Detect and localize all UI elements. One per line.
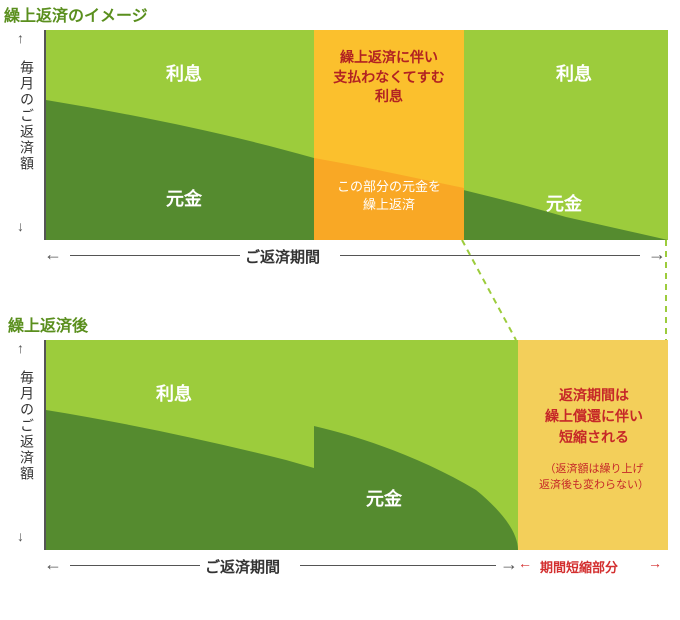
chart2-y-label: 毎月のご返済額 <box>17 370 37 482</box>
chart2-x-label: ご返済期間 <box>205 556 280 577</box>
chart1-title: 繰上返済のイメージ <box>0 0 680 32</box>
chart1-mid-bottom-text: この部分の元金を 繰上返済 <box>316 178 462 214</box>
chart2-x-line-left <box>70 565 200 566</box>
chart1-y-label: 毎月のご返済額 <box>17 60 37 172</box>
chart2-x-line-right <box>300 565 496 566</box>
chart2-side-text: 返済期間は 繰上償還に伴い 短縮される <box>524 385 664 448</box>
chart1-y-arrow-up: ↑ <box>17 30 24 46</box>
chart2-x-label-red: 期間短縮部分 <box>540 557 618 576</box>
chart1-principal-right-label: 元金 <box>546 190 582 216</box>
chart2-side-sub-text: （返済額は繰り上げ 返済後も変わらない） <box>524 460 664 492</box>
chart1-box: 利息 元金 利息 元金 繰上返済に伴い 支払わなくてすむ 利息 この部分の元金を… <box>44 30 666 240</box>
chart1-x-arrow-left: ← <box>44 244 62 265</box>
chart2-x-arrow-left: ← <box>44 554 62 575</box>
chart2-y-arrow-up: ↑ <box>17 340 24 356</box>
chart2-box: 利息 元金 返済期間は 繰上償還に伴い 短縮される （返済額は繰り上げ 返済後も… <box>44 340 666 550</box>
chart2-principal-label: 元金 <box>366 485 402 511</box>
chart1-interest-label: 利息 <box>166 60 202 86</box>
chart2-x-red-arrow-left: ← <box>518 555 532 571</box>
chart1-principal-label: 元金 <box>166 185 202 211</box>
chart2-interest-label: 利息 <box>156 380 192 406</box>
chart1-x-line-right <box>340 255 640 256</box>
chart1-interest-right-label: 利息 <box>556 60 592 86</box>
chart1-x-arrow-right: → <box>648 244 666 265</box>
chart1-x-label: ご返済期間 <box>245 246 320 267</box>
chart2-title: 繰上返済後 <box>4 310 88 342</box>
chart1-x-line-left <box>70 255 240 256</box>
chart1-mid-top-text: 繰上返済に伴い 支払わなくてすむ 利息 <box>316 48 462 107</box>
chart2-y-arrow-down: ↓ <box>17 528 24 544</box>
chart2-x-arrow-mid: → <box>500 554 518 575</box>
chart1-y-arrow-down: ↓ <box>17 218 24 234</box>
chart2-x-red-arrow-right: → <box>648 555 662 571</box>
